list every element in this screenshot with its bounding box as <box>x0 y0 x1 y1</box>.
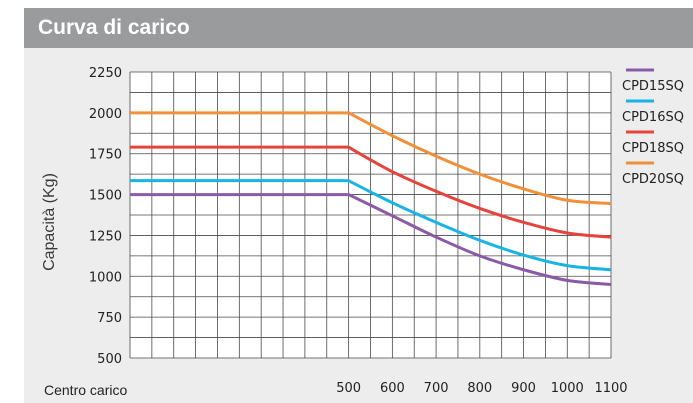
y-tick-label: 500 <box>97 352 122 367</box>
x-tick-label: 600 <box>380 381 405 396</box>
x-tick-label: 500 <box>336 381 361 396</box>
y-tick-label: 1250 <box>89 229 122 244</box>
x-tick-label: 1000 <box>551 381 584 396</box>
top-strip <box>0 0 693 8</box>
x-tick-label: 700 <box>424 381 449 396</box>
y-tick-label: 1500 <box>89 189 122 204</box>
series-line-cpd16sq <box>130 179 612 272</box>
series-line-cpd15sq <box>130 193 612 286</box>
legend-label-cpd16sq: CPD16SQ <box>622 110 684 125</box>
x-tick-label: 1100 <box>594 381 627 396</box>
legend-label-cpd18sq: CPD18SQ <box>622 141 684 156</box>
y-axis-label: Capacità (Kg) <box>41 173 58 271</box>
x-tick-label: 900 <box>511 381 536 396</box>
x-tick-label: 800 <box>467 381 492 396</box>
header-bar <box>24 8 693 48</box>
y-tick-label: 2250 <box>89 66 122 81</box>
legend-label-cpd20sq: CPD20SQ <box>622 172 684 187</box>
y-tick-label: 1000 <box>89 270 122 285</box>
series-line-cpd20sq <box>130 111 612 206</box>
y-tick-label: 2000 <box>89 107 122 122</box>
y-tick-label: 1750 <box>89 148 122 163</box>
page-title: Curva di carico <box>38 16 190 39</box>
y-tick-label: 750 <box>97 311 122 326</box>
legend-label-cpd15sq: CPD15SQ <box>622 79 684 94</box>
x-axis-label: Centro carico <box>44 382 128 398</box>
series-line-cpd18sq <box>130 145 612 239</box>
